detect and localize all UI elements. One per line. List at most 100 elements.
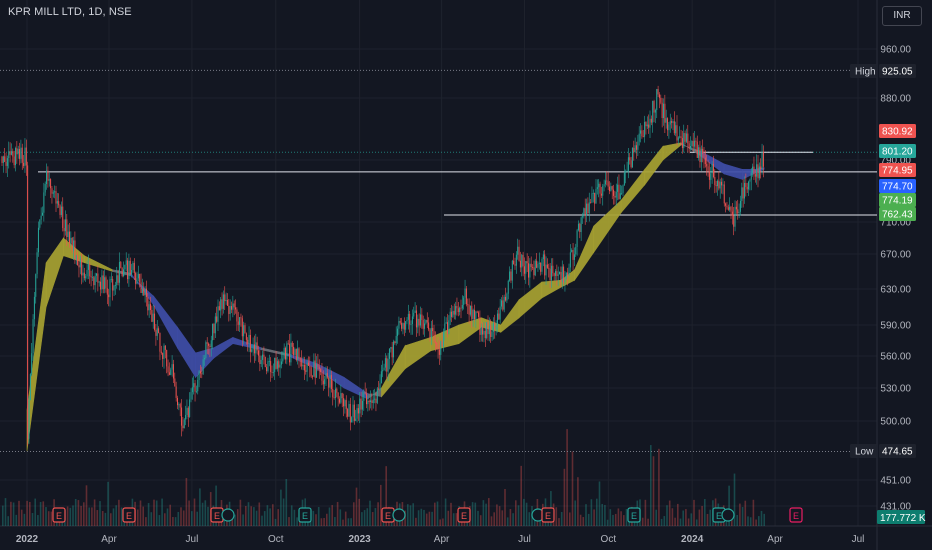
currency-button[interactable]: INR (882, 6, 922, 26)
candle-body (733, 215, 735, 227)
candle-body (209, 345, 211, 347)
candle-body (128, 260, 130, 280)
earnings-marker[interactable]: E (381, 507, 395, 523)
price-tag-bg (879, 124, 916, 138)
candle-body (421, 314, 423, 321)
candle-body (252, 344, 254, 350)
candle-body (661, 102, 663, 119)
candle-body (158, 328, 160, 333)
earnings-marker[interactable]: E (298, 507, 312, 523)
candle-body (463, 297, 465, 305)
candle-body (90, 276, 92, 278)
earnings-marker[interactable]: E (210, 507, 224, 523)
volume-bar (528, 512, 531, 526)
dividend-icon (392, 508, 406, 522)
volume-bar (204, 500, 207, 526)
earnings-icon (541, 507, 555, 523)
candle-body (734, 206, 736, 227)
candle-body (582, 216, 583, 218)
candle-body (529, 263, 531, 278)
candle-body (583, 208, 585, 217)
candle-body (299, 358, 301, 360)
volume-bar (509, 509, 512, 526)
dividend-marker[interactable] (721, 508, 735, 522)
volume-bar (709, 509, 711, 526)
volume-bar (655, 509, 657, 526)
volume-bar (488, 498, 490, 526)
volume-bar (493, 512, 495, 526)
volume-bar (741, 506, 744, 526)
volume-bar (45, 507, 47, 526)
volume-bar (515, 500, 517, 526)
candle-body (499, 306, 501, 320)
high-value: 925.05 (882, 67, 913, 78)
candle-body (314, 360, 316, 378)
candle-body (438, 349, 440, 355)
candle-body (143, 288, 145, 296)
volume-bar (587, 513, 590, 526)
volume-bar (261, 515, 263, 526)
volume-bar (596, 498, 598, 526)
candle-body (20, 147, 22, 159)
candle-body (121, 267, 123, 276)
earnings-marker[interactable]: E (541, 507, 555, 523)
candle-body (181, 407, 183, 426)
candle-body (617, 184, 619, 192)
candle-body (316, 364, 318, 378)
dividend-marker[interactable] (392, 508, 406, 522)
dividend-marker[interactable] (221, 508, 235, 522)
volume-bar (679, 518, 682, 526)
volume-bar (358, 498, 360, 526)
earnings-marker[interactable]: E (457, 507, 471, 523)
candle-body (28, 399, 30, 439)
candle-body (264, 356, 266, 368)
symbol-title[interactable]: KPR MILL LTD, 1D, NSE (8, 6, 132, 18)
candle-body (518, 246, 520, 261)
candle-body (301, 359, 303, 367)
volume-bar (37, 515, 39, 526)
volume-bar (188, 500, 190, 526)
candle-body (194, 383, 196, 392)
candle-body (221, 299, 223, 309)
candle-body (741, 187, 743, 201)
candle-body (530, 263, 532, 268)
earnings-marker[interactable]: E (122, 507, 136, 523)
volume-bar (239, 499, 242, 526)
candle-body (594, 192, 596, 204)
earnings-marker[interactable]: E (52, 507, 66, 523)
volume-bar (428, 511, 431, 526)
candle-body (586, 203, 588, 216)
candle-body (356, 408, 358, 419)
volume-bar (334, 517, 336, 526)
candle-body (206, 342, 208, 344)
candle-body (16, 148, 18, 155)
candle-body (695, 140, 697, 142)
earnings-marker[interactable]: E (627, 507, 641, 523)
volume-bar (177, 511, 180, 526)
earnings-letter: E (302, 511, 308, 521)
candle-body (110, 278, 112, 280)
earnings-marker[interactable]: E (789, 507, 803, 523)
candle-body (124, 264, 126, 270)
volume-bar (606, 519, 609, 526)
candle-body (21, 147, 23, 163)
time-axis[interactable]: 2022 Apr Jul Oct 2023 Apr Jul Oct 2024 Apr Jul (16, 534, 865, 545)
low-caption: Low (855, 447, 874, 458)
volume-bar (752, 499, 755, 526)
candle-body (167, 366, 169, 373)
volume-bar (272, 504, 274, 526)
volume-bar (107, 481, 109, 526)
candle-body (79, 258, 81, 268)
candle-body (681, 138, 683, 149)
candle-body (563, 266, 565, 283)
price-axis[interactable]: 960.00 880.00 790.00 710.00 670.00 630.00 590.… (880, 45, 911, 513)
volume-bar (490, 516, 493, 526)
candle-body (339, 398, 340, 403)
volume-bar (47, 511, 50, 526)
volume-bar (525, 502, 528, 526)
candle-body (739, 200, 741, 212)
candle-body (2, 156, 4, 163)
